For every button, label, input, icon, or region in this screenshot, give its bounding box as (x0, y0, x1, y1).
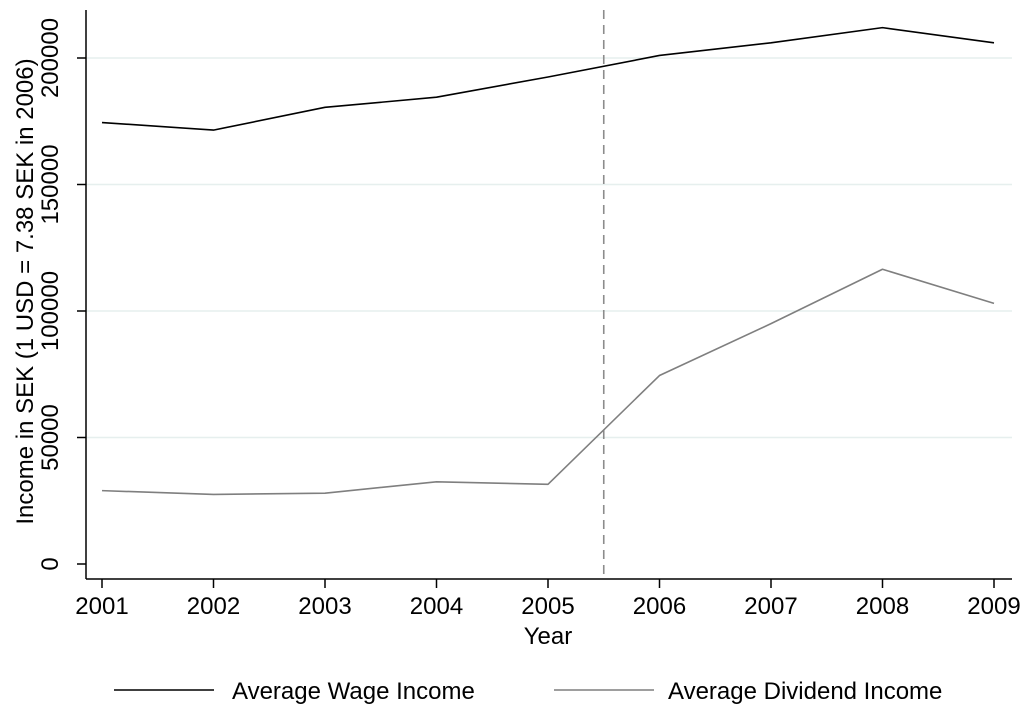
y-tick-label-100000: 100000 (37, 271, 64, 351)
gridlines (86, 57, 1012, 439)
legend-label-2: Average Dividend Income (668, 678, 942, 705)
x-tick-label-2004: 2004 (410, 593, 463, 620)
x-axis-title: Year (524, 623, 573, 650)
legend-label-1: Average Wage Income (232, 678, 475, 705)
x-tick-labels: 2001 2002 2003 2004 2005 2006 2007 2008 2009 (75, 579, 1021, 620)
x-tick-label-2005: 2005 (521, 593, 574, 620)
series-lines (101, 26, 995, 496)
y-tick-label-0: 0 (37, 557, 64, 570)
series-line-average-dividend-income (101, 268, 995, 496)
x-tick-label-2001: 2001 (75, 593, 128, 620)
legend: Average Wage Income Average Dividend Inco… (114, 678, 942, 705)
y-axis-title: Income in SEK (1 USD = 7.38 SEK in 2006) (12, 58, 39, 524)
y-tick-label-200000: 200000 (37, 18, 64, 98)
x-tick-label-2007: 2007 (744, 593, 797, 620)
y-tick-labels: 0 50000 100000 150000 200000 (37, 18, 86, 571)
x-tick-label-2009: 2009 (967, 593, 1020, 620)
x-tick-label-2008: 2008 (856, 593, 909, 620)
x-tick-label-2003: 2003 (298, 593, 351, 620)
x-tick-label-2002: 2002 (187, 593, 240, 620)
y-tick-label-50000: 50000 (37, 404, 64, 471)
series-line-average-wage-income (101, 26, 995, 131)
x-tick-label-2006: 2006 (633, 593, 686, 620)
axes (85, 10, 1012, 580)
y-tick-label-150000: 150000 (37, 144, 64, 224)
